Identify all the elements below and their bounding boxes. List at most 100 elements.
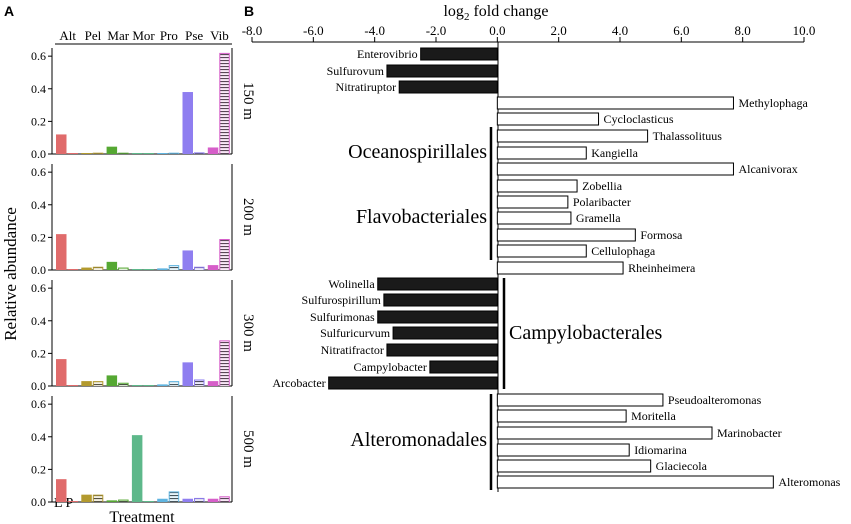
x-tick-label: 2.0 [551,23,567,38]
bar-formosa [496,228,636,242]
bar-idiomarina [496,443,630,457]
bar-methylophaga [496,96,734,110]
panel-b-letter: B [244,3,254,19]
bar-mar-p [118,152,129,154]
bar-alt-p [67,501,78,502]
subplot-200-m: 0.0 0.2 0.4 0.6 200 m [31,164,256,277]
bar-pel-l [81,267,92,270]
x-tick-label: 4.0 [612,23,628,38]
bar-label-methylophaga: Methylophaga [738,96,808,110]
x-tick-label: -8.0 [242,23,263,38]
y-tick-label: 0.4 [31,430,46,444]
bar-alt-l [56,479,67,502]
bar-nitratiruptor [398,80,498,94]
bar-sulfurimonas [377,310,498,324]
bar-mor-p [143,269,154,270]
y-tick-label: 0.2 [31,346,46,360]
bar-cellulophaga [496,244,587,258]
y-tick-label: 0.6 [31,49,46,63]
y-tick-label: 0.0 [31,147,46,161]
bar-mor-l [131,153,143,154]
bar-pse-l [182,362,193,386]
x-ticks: -8.0 -6.0 -4.0 -2.0 0.0 2.0 4.0 6.0 8.0 10.0 [242,23,815,42]
bar-pse-l [182,498,193,502]
bar-label-wolinella: Wolinella [328,277,375,291]
bar-mar-l [106,500,118,502]
bar-label-nitratiruptor: Nitratiruptor [336,80,397,94]
bar-label-thalassolituus: Thalassolituus [653,129,723,143]
genus-label-pro: Pro [160,28,178,43]
y-tick-label: 0.6 [31,165,46,179]
bar-pel-p-hatch [93,495,103,502]
genus-label-mor: Mor [132,28,155,43]
bar-thalassolituus [496,129,649,143]
bar-alt-p [67,385,78,386]
bar-vib-p-hatch [220,53,229,155]
bar-vib-l [207,498,219,502]
bar-moritella [496,409,627,423]
bar-label-alcanivorax: Alcanivorax [738,162,797,176]
y-tick-label: 0.4 [31,198,46,212]
bar-pro-l [157,384,168,386]
group-label-oceanospirillales: Oceanospirillales [348,141,487,163]
bar-alt-p [67,153,78,154]
subplots: 0.0 0.2 0.4 0.6 150 m 0.0 0.2 0.4 0.6 200 m 0.0 0.2… [31,48,256,509]
bar-pse-p-hatch [195,267,204,270]
bar-label-campylobacter: Campylobacter [354,360,427,374]
bar-vib-p-hatch [220,497,229,502]
bar-alteromonas [496,475,774,489]
bar-mar-p-hatch [119,500,128,502]
bar-label-formosa: Formosa [640,228,683,242]
panel-a: A Alt Pel Mar Mor Pro Pse Vib Relative abundan… [1,3,256,524]
bar-vib-l [207,265,219,270]
bar-gramella [496,211,572,225]
bar-pro-p-hatch [169,266,179,270]
bar-label-rheinheimera: Rheinheimera [628,261,696,275]
bar-label-nitratifractor: Nitratifractor [321,343,384,357]
bar-pse-l [182,250,193,270]
bar-vib-p-hatch [220,341,229,386]
bar-label-kangiella: Kangiella [591,146,638,160]
bar-mor-p [143,501,154,502]
x-tick-label: 8.0 [735,23,751,38]
depth-label-300-m: 300 m [240,314,256,352]
group-label-campylobacterales: Campylobacterales [509,322,662,344]
bar-label-marinobacter: Marinobacter [717,426,782,440]
x-tick-label: -4.0 [364,23,385,38]
bar-enterovibrio [420,47,498,61]
genus-label-alt: Alt [59,28,76,43]
genus-label-vib: Vib [210,28,229,43]
panel-a-ylabel: Relative abundance [1,207,20,341]
bar-pro-p [168,152,180,154]
bar-label-glaciecola: Glaciecola [656,459,708,473]
bar-zobellia [496,179,578,193]
bar-label-pseudoalteromonas: Pseudoalteromonas [668,393,762,407]
bar-mor-p [143,385,154,386]
y-tick-label: 0.2 [31,462,46,476]
bar-sulfuricurvum [392,326,498,340]
y-tick-label: 0.0 [31,379,46,393]
x-tick-label: -2.0 [426,23,447,38]
bar-alt-l [56,359,67,386]
bar-pse-p-hatch [195,380,204,386]
bar-mar-l [106,146,118,154]
bar-glaciecola [496,459,652,473]
axis-title-sub: 2 [464,11,470,23]
x-tick-label: -6.0 [303,23,324,38]
bar-vib-l [207,147,219,154]
bar-vib-p-hatch [220,240,229,270]
y-tick-label: 0.2 [31,114,46,128]
bar-label-sulfurimonas: Sulfurimonas [310,310,375,324]
bar-pro-l [157,268,168,270]
bar-pel-l [81,153,92,154]
subplot-150-m: 0.0 0.2 0.4 0.6 150 m [31,48,256,161]
subplot-500-m: 0.0 0.2 0.4 0.6 500 m [31,396,256,509]
fold-change-bars: Enterovibrio Sulfurovum Nitratiruptor Methy… [272,47,840,489]
y-tick-label: 0.0 [31,495,46,509]
bar-alt-l [56,234,67,270]
x-tick-label: 0.0 [489,23,505,38]
bar-label-cellulophaga: Cellulophaga [591,244,656,258]
genus-label-pel: Pel [85,28,102,43]
group-label-alteromonadales: Alteromonadales [350,429,487,451]
